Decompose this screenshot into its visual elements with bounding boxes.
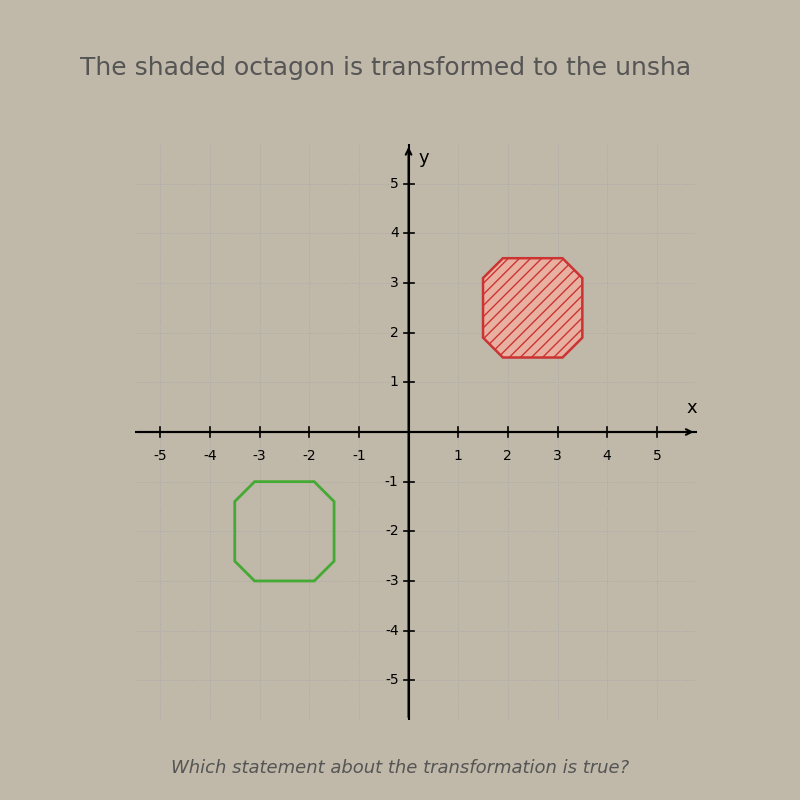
- Text: 5: 5: [653, 450, 662, 463]
- Text: y: y: [418, 149, 429, 167]
- Text: 4: 4: [390, 226, 398, 240]
- Polygon shape: [483, 258, 582, 358]
- Text: x: x: [686, 399, 697, 417]
- Text: 2: 2: [390, 326, 398, 340]
- Text: Which statement about the transformation is true?: Which statement about the transformation…: [171, 759, 629, 777]
- Text: -3: -3: [385, 574, 398, 588]
- Text: 1: 1: [390, 375, 398, 390]
- Text: -2: -2: [385, 524, 398, 538]
- Text: 3: 3: [390, 276, 398, 290]
- Text: -5: -5: [154, 450, 167, 463]
- Text: The shaded octagon is transformed to the unsha: The shaded octagon is transformed to the…: [80, 56, 691, 80]
- Text: 5: 5: [390, 177, 398, 190]
- Text: 2: 2: [503, 450, 512, 463]
- Text: 3: 3: [553, 450, 562, 463]
- Text: -4: -4: [203, 450, 217, 463]
- Text: -5: -5: [385, 674, 398, 687]
- Text: -4: -4: [385, 624, 398, 638]
- Text: 4: 4: [602, 450, 611, 463]
- Text: -2: -2: [302, 450, 316, 463]
- Text: 1: 1: [454, 450, 462, 463]
- Text: -3: -3: [253, 450, 266, 463]
- Text: -1: -1: [352, 450, 366, 463]
- Text: -1: -1: [385, 474, 398, 489]
